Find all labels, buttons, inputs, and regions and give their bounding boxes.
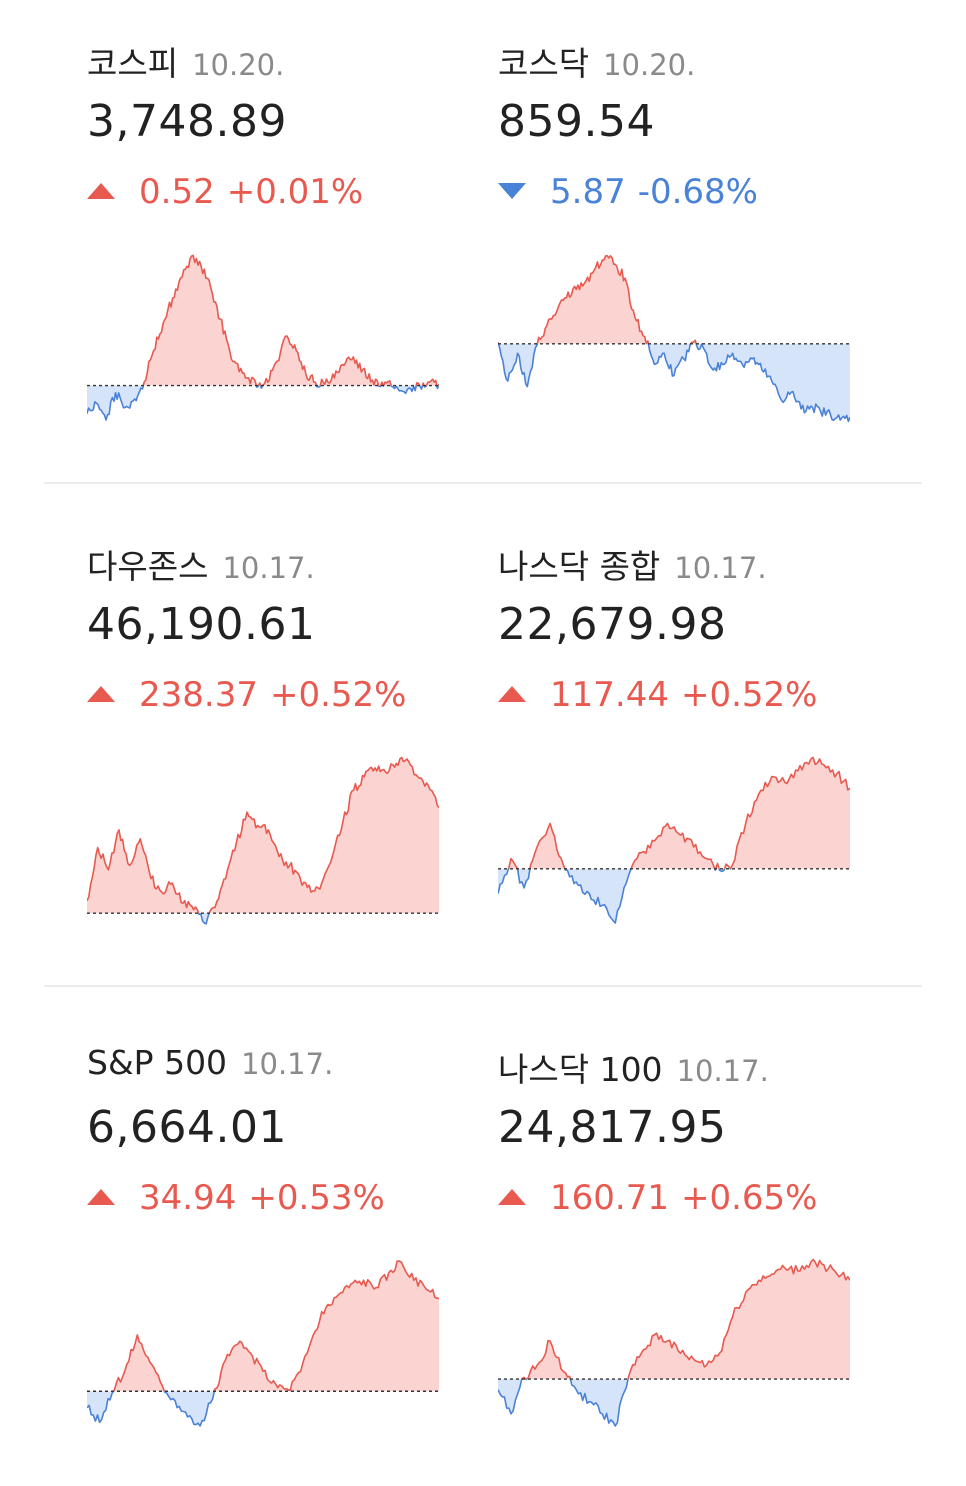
card-header: 코스피 10.20. [87,37,285,83]
sparkline-chart [87,1260,439,1427]
sparkline-chart [498,756,850,924]
index-card-dow-jones[interactable]: 다우존스 10.17. 46,190.61 238.37 +0.52% [87,503,487,983]
change-value: 160.71 [550,1178,669,1218]
sparkline-area-up [508,757,850,869]
sparkline-chart [87,254,439,421]
sparkline-chart [87,756,439,925]
triangle-up-icon [498,685,526,702]
change-value: 5.87 [550,172,626,212]
index-name: 다우존스 [87,547,209,586]
sparkline-line-up [520,1258,850,1380]
index-change: 0.52 +0.01% [87,172,363,216]
index-change: 160.71 +0.65% [498,1178,817,1222]
index-change: 117.44 +0.52% [498,675,817,719]
index-date: 10.17. [674,551,767,585]
index-date: 10.17. [676,1054,769,1088]
card-header: 다우존스 10.17. [87,540,315,586]
index-change: 5.87 -0.68% [498,172,758,216]
triangle-down-icon [498,182,526,199]
sparkline-area-up [498,255,850,344]
sparkline-area-down [87,1391,215,1426]
row-divider [44,985,922,987]
index-row-1: 코스피 10.20. 3,748.89 0.52 +0.01% 코스닥 10.20. … [0,0,966,480]
triangle-up-icon [87,1188,115,1205]
card-header: S&P 500 10.17. [87,1043,333,1087]
sparkline-area-down [498,1379,850,1426]
sparkline-chart [498,254,850,423]
sparkline-area-up [87,757,439,914]
change-percent: +0.01% [226,172,364,212]
index-name: 나스닥 100 [498,1050,663,1089]
row-divider [44,482,922,484]
index-card-nasdaq-100[interactable]: 나스닥 100 10.17. 24,817.95 160.71 +0.65% [498,1006,898,1486]
card-header: 나스닥 종합 10.17. [498,540,767,586]
index-date: 10.20. [192,48,285,82]
sparkline-line-down [87,385,439,421]
index-date: 10.17. [222,551,315,585]
index-name: S&P 500 [87,1043,228,1082]
index-change: 34.94 +0.53% [87,1178,385,1222]
index-price: 3,748.89 [87,96,287,147]
sparkline-line-up [87,756,439,914]
change-percent: +0.53% [248,1178,385,1218]
index-name: 코스피 [87,44,179,83]
change-value: 0.52 [139,172,215,212]
sparkline-area-down [498,343,850,422]
change-percent: -0.68% [637,172,758,212]
triangle-up-icon [87,182,115,199]
change-percent: +0.65% [680,1178,818,1218]
sparkline-area-up [87,255,439,386]
index-price: 46,190.61 [87,599,316,650]
index-price: 22,679.98 [498,599,727,650]
sparkline-area-up [87,1261,439,1392]
triangle-up-icon [87,685,115,702]
sparkline-line-up [498,254,703,344]
change-value: 34.94 [139,1178,237,1218]
index-row-3: S&P 500 10.17. 6,664.01 34.94 +0.53% 나스닥 1… [0,1006,966,1486]
sparkline-line-up [142,254,439,386]
change-percent: +0.52% [680,675,818,715]
sparkline-line-up [507,756,850,869]
index-card-nasdaq-composite[interactable]: 나스닥 종합 10.17. 22,679.98 117.44 +0.52% [498,503,898,983]
index-card-kosdaq[interactable]: 코스닥 10.20. 859.54 5.87 -0.68% [498,0,898,480]
sparkline-line-up [112,1260,439,1392]
sparkline-area-up [521,1259,850,1380]
sparkline-chart [498,1258,850,1427]
index-change: 238.37 +0.52% [87,675,406,719]
index-row-2: 다우존스 10.17. 46,190.61 238.37 +0.52% 나스닥 종합… [0,503,966,983]
index-card-sp500[interactable]: S&P 500 10.17. 6,664.01 34.94 +0.53% [87,1006,487,1486]
change-value: 117.44 [550,675,669,715]
index-date: 10.20. [603,48,696,82]
index-price: 859.54 [498,96,655,147]
index-name: 코스닥 [498,44,590,83]
triangle-up-icon [498,1188,526,1205]
sparkline-line-down [498,343,850,423]
index-card-kospi[interactable]: 코스피 10.20. 3,748.89 0.52 +0.01% [87,0,487,480]
card-header: 코스닥 10.20. [498,37,696,83]
index-name: 나스닥 종합 [498,547,661,586]
index-price: 24,817.95 [498,1102,727,1153]
index-date: 10.17. [241,1047,334,1081]
sparkline-area-down [498,868,850,923]
change-percent: +0.52% [269,675,407,715]
change-value: 238.37 [139,675,258,715]
sparkline-area-down [87,385,439,420]
index-price: 6,664.01 [87,1102,287,1153]
card-header: 나스닥 100 10.17. [498,1043,769,1089]
